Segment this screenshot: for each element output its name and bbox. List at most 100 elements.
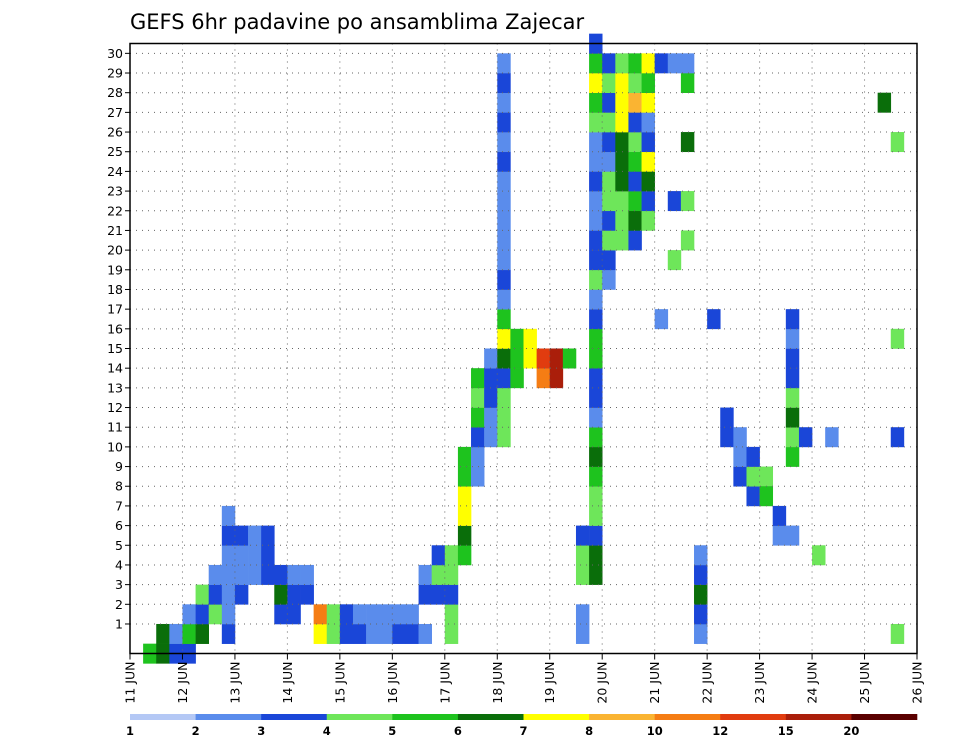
legend-swatch xyxy=(720,714,787,720)
heatmap-cell xyxy=(785,525,800,546)
y-axis: 1234567891011121314151617181920212223242… xyxy=(107,46,130,631)
heatmap-cell xyxy=(772,525,787,546)
heatmap-cell xyxy=(497,407,511,428)
heatmap-cell xyxy=(497,112,511,133)
heatmap-cell xyxy=(497,427,511,448)
heatmap-cell xyxy=(510,348,524,369)
heatmap-cell xyxy=(221,505,236,526)
x-tick-label: 20 JUN xyxy=(595,662,610,704)
heatmap-cell xyxy=(457,446,472,467)
heatmap-cell xyxy=(890,623,905,644)
y-tick-label: 5 xyxy=(115,538,123,553)
heatmap-cell xyxy=(234,525,249,546)
heatmap-cell xyxy=(575,623,590,644)
legend-label: 4 xyxy=(323,724,331,738)
heatmap-cell xyxy=(457,486,472,507)
heatmap-cell xyxy=(497,368,511,389)
heatmap-cell xyxy=(497,348,511,369)
heatmap-cell xyxy=(746,446,760,467)
heatmap-cell xyxy=(615,73,629,93)
x-tick-label: 18 JUN xyxy=(490,662,505,704)
heatmap-cell xyxy=(628,230,642,251)
heatmap-cell xyxy=(313,604,328,625)
heatmap-cell xyxy=(825,427,839,448)
y-tick-label: 20 xyxy=(107,243,123,258)
heatmap-cell xyxy=(287,584,301,605)
heatmap-cell xyxy=(667,250,682,271)
heatmap-cell xyxy=(339,623,354,644)
x-tick-label: 23 JUN xyxy=(752,662,767,704)
heatmap-cell xyxy=(287,564,301,585)
x-tick-label: 14 JUN xyxy=(280,662,295,704)
y-tick-label: 26 xyxy=(107,125,123,140)
heatmap-cell xyxy=(418,564,432,585)
heatmap-cell xyxy=(497,269,511,290)
heatmap-cell xyxy=(497,250,511,271)
heatmap-cell xyxy=(300,584,314,605)
heatmap-cell xyxy=(615,132,629,153)
heatmap-cell xyxy=(641,92,655,113)
legend-label: 15 xyxy=(778,724,794,738)
heatmap-cell xyxy=(589,53,603,74)
heatmap-cell xyxy=(182,623,196,644)
heatmap-cell xyxy=(641,191,655,212)
heatmap-cell xyxy=(694,584,708,605)
heatmap-cell xyxy=(785,407,800,428)
heatmap-cell xyxy=(589,191,603,212)
heatmap-cell xyxy=(444,623,459,644)
heatmap-cell xyxy=(589,387,603,408)
heatmap-cell xyxy=(471,466,485,487)
heatmap-cell xyxy=(418,623,432,644)
heatmap-cell xyxy=(641,112,655,133)
heatmap-cell xyxy=(589,348,603,369)
heatmap-cell xyxy=(628,92,642,113)
x-tick-label: 22 JUN xyxy=(700,662,715,704)
x-tick-label: 21 JUN xyxy=(647,662,662,704)
x-tick-label: 11 JUN xyxy=(123,662,138,704)
heatmap-cell xyxy=(549,348,564,369)
x-tick-label: 17 JUN xyxy=(437,662,452,704)
heatmap-cell xyxy=(497,328,511,349)
heatmap-cell xyxy=(195,584,209,605)
heatmap-cell xyxy=(208,584,223,605)
heatmap-cell xyxy=(615,53,629,74)
y-tick-label: 12 xyxy=(107,400,123,415)
heatmap-cell xyxy=(641,132,655,153)
heatmap-cell xyxy=(300,564,314,585)
heatmap-cell xyxy=(628,132,642,153)
heatmap-cell xyxy=(523,348,537,369)
y-tick-label: 23 xyxy=(107,184,123,199)
heatmap-cell xyxy=(431,564,446,585)
heatmap-cell xyxy=(326,623,341,644)
y-tick-label: 15 xyxy=(107,341,123,356)
heatmap-cell xyxy=(694,604,708,625)
heatmap-cell xyxy=(615,191,629,212)
heatmap-cell xyxy=(549,368,564,389)
heatmap-cell xyxy=(602,191,616,212)
heatmap-cell xyxy=(589,427,603,448)
heatmap-cell xyxy=(589,564,603,585)
x-axis: 11 JUN 12 JUN 13 JUN 14 JUN 15 JUN 16 JUN 17 J… xyxy=(123,653,925,704)
x-tick-label: 15 JUN xyxy=(332,662,347,704)
heatmap-cell xyxy=(707,309,721,330)
heatmap-cell xyxy=(628,191,642,212)
heatmap-cell xyxy=(195,604,209,625)
heatmap-cell xyxy=(641,151,655,172)
heatmap-cell xyxy=(484,407,498,428)
heatmap-cell xyxy=(680,132,695,153)
heatmap-cell xyxy=(248,545,262,566)
heatmap-cell xyxy=(589,466,603,487)
heatmap-cell xyxy=(497,309,511,330)
legend-swatch xyxy=(130,714,196,720)
y-tick-label: 16 xyxy=(107,321,123,336)
heatmap-cell xyxy=(497,387,511,408)
heatmap-cell xyxy=(444,545,459,566)
heatmap-cell xyxy=(221,584,236,605)
y-tick-label: 4 xyxy=(115,557,123,572)
legend-swatch xyxy=(654,714,721,720)
heatmap-cell xyxy=(471,407,485,428)
heatmap-cell xyxy=(497,289,511,310)
heatmap-cell xyxy=(392,623,406,644)
heatmap-cell xyxy=(589,525,603,546)
legend-colorbar: 1 2 3 4 5 6 7 8 10 12 15 20 xyxy=(126,714,918,738)
